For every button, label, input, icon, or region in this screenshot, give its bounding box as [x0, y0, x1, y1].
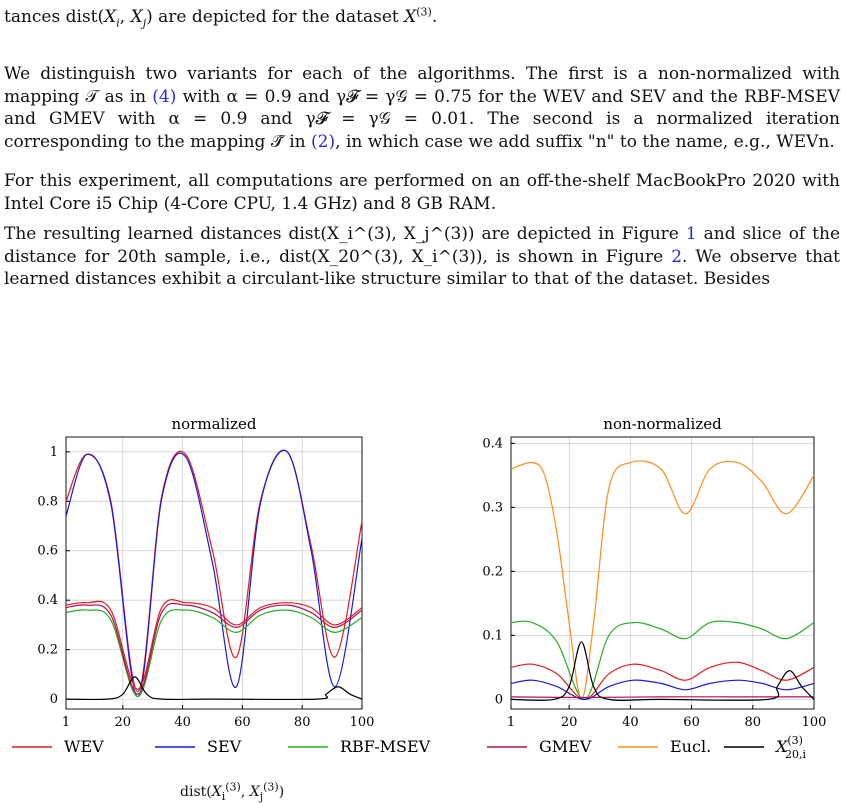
y-tick-label: 0.2 [37, 643, 58, 658]
series-line-x [510, 641, 815, 701]
series-line-x [65, 676, 363, 701]
x-tick-label: 80 [294, 715, 311, 730]
plot-normalized: normalized 1 20 40 60 80 100 0 0.2 0.4 0.6 0.8 1 [37, 415, 374, 730]
y-tick-label: 0.4 [482, 436, 503, 451]
paragraph-results: The resulting learned distances dist(X_i… [4, 224, 841, 289]
x-tick-label: 40 [622, 715, 639, 730]
y-tick-label: 0 [50, 692, 58, 707]
series-line-rbf-msev [510, 620, 815, 700]
x-tick-label: 60 [683, 715, 700, 730]
y-tick-label: 1 [50, 445, 58, 460]
y-tick-label: 0.3 [482, 500, 503, 515]
paragraph-variants: We distinguish two variants for each of … [4, 64, 840, 152]
x-tick-label: 1 [62, 715, 70, 730]
plot-frame [65, 436, 363, 710]
legend-label: RBF-MSEV [340, 737, 431, 756]
figure-distance-slices: normalized 1 20 40 60 80 100 0 0.2 0.4 0.6 0.8 1 non… [12, 415, 826, 761]
y-tick-label: 0.1 [482, 628, 503, 643]
series-line-wev-upper [65, 599, 363, 690]
figure-ref-2[interactable]: 2 [671, 246, 683, 267]
series-line-wev [510, 661, 815, 701]
legend-label: X(3) 20,i [774, 734, 806, 761]
plot-frame [510, 436, 815, 710]
plot-title: non-normalized [603, 415, 722, 433]
series-line-sev [510, 679, 815, 701]
caption-partial: dist(Xi(3), Xj(3)) [180, 780, 285, 803]
x-tick-label: 60 [234, 715, 251, 730]
x-tick-label: 20 [561, 715, 578, 730]
legend-label: GMEV [539, 737, 592, 756]
y-tick-label: 0.2 [482, 564, 503, 579]
x-tick-label: 80 [745, 715, 762, 730]
figure-ref-1[interactable]: 1 [685, 224, 697, 244]
x-tick-label: 100 [802, 715, 827, 730]
x-tick-label: 40 [174, 715, 191, 730]
paragraph-hardware: For this experiment, all computations ar… [4, 171, 840, 214]
legend-label: WEV [64, 737, 104, 756]
equation-ref-2[interactable]: (2) [311, 131, 336, 152]
series-line-gmev [510, 696, 814, 699]
series-line-eucl- [510, 460, 815, 701]
paragraph-top: tances dist(Xi, Xj) are depicted for the… [4, 5, 438, 30]
y-tick-label: 0.4 [37, 593, 58, 608]
plot-title: normalized [171, 415, 256, 433]
series-line-rbf-msev [65, 608, 363, 698]
x-tick-label: 100 [350, 715, 375, 730]
y-tick-label: 0.6 [37, 544, 58, 559]
legend: WEV SEV RBF-MSEV GMEV Eucl. X(3) 20,i [12, 734, 806, 761]
x-tick-label: 1 [507, 715, 515, 730]
plot-non-normalized: non-normalized 1 20 40 60 80 100 0 0.1 0.2 0.3 0.4 [482, 415, 826, 730]
series-line-gmev [65, 602, 363, 695]
x-tick-label: 20 [115, 715, 132, 730]
equation-ref-4[interactable]: (4) [152, 86, 177, 107]
legend-label: Eucl. [670, 737, 711, 756]
y-tick-label: 0.8 [37, 494, 58, 509]
y-tick-label: 0 [495, 692, 503, 707]
legend-label: SEV [207, 737, 242, 756]
series-line-sev [65, 449, 363, 698]
